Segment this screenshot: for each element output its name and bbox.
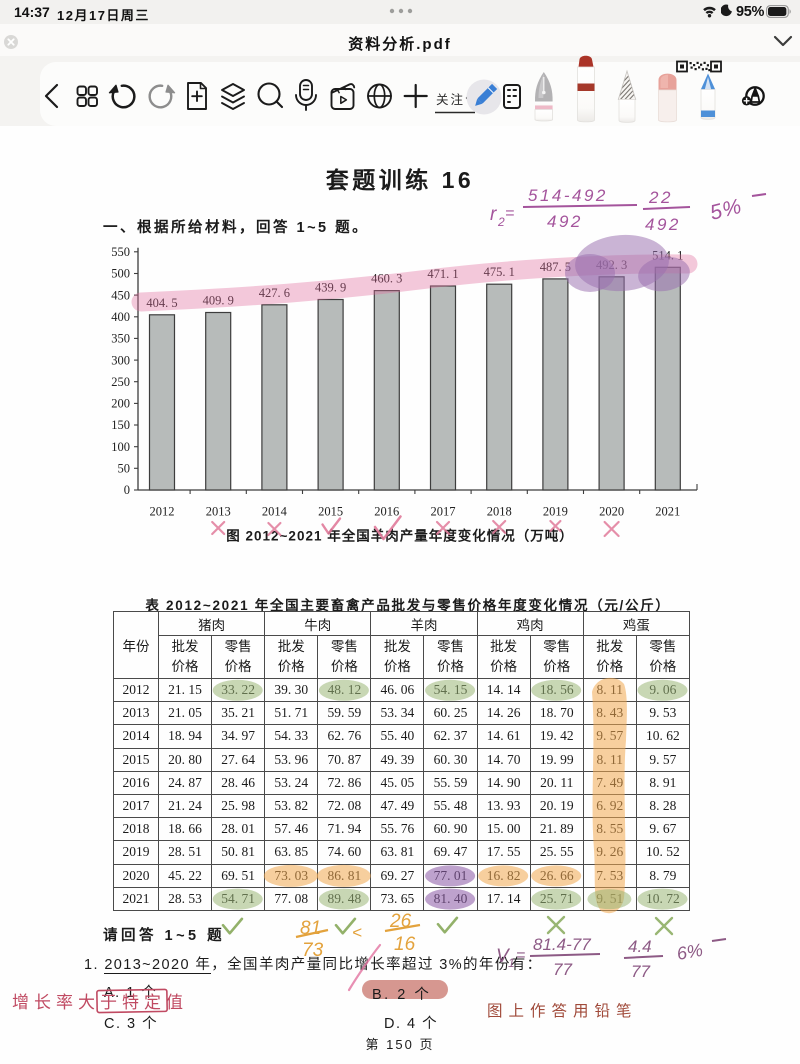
svg-text:关注: 关注	[436, 92, 465, 107]
